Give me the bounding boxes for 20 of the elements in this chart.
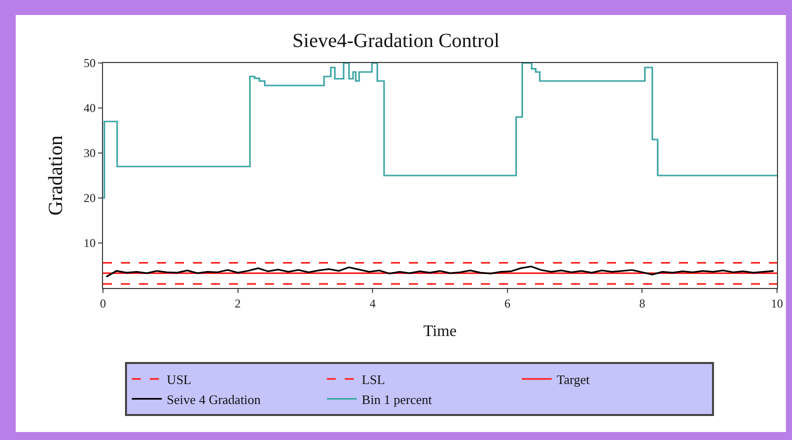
y-tick-label: 50 bbox=[84, 56, 96, 70]
legend-label: Seive 4 Gradation bbox=[166, 392, 262, 407]
x-tick-label: 8 bbox=[639, 296, 646, 310]
y-tick-label: 30 bbox=[84, 146, 96, 160]
y-tick-label: 10 bbox=[84, 236, 96, 250]
y-axis-title: Gradation bbox=[45, 136, 68, 216]
legend-label: LSL bbox=[362, 372, 385, 388]
legend-label: Bin 1 percent bbox=[362, 392, 432, 407]
x-tick-label: 10 bbox=[771, 296, 783, 310]
y-tick-label: 40 bbox=[84, 101, 96, 116]
x-tick-label: 0 bbox=[100, 296, 106, 310]
line-series bbox=[106, 266, 774, 278]
x-tick-label: 4 bbox=[370, 296, 376, 310]
y-tick-label: 20 bbox=[84, 191, 96, 206]
x-tick-label: 2 bbox=[234, 296, 241, 310]
x-axis-title: Time bbox=[423, 323, 457, 340]
x-tick-label: 6 bbox=[504, 296, 510, 310]
legend-label: Target bbox=[556, 372, 590, 388]
legend-label: USL bbox=[166, 372, 192, 388]
chart-title: Sieve4-Gradation Control bbox=[292, 30, 500, 52]
